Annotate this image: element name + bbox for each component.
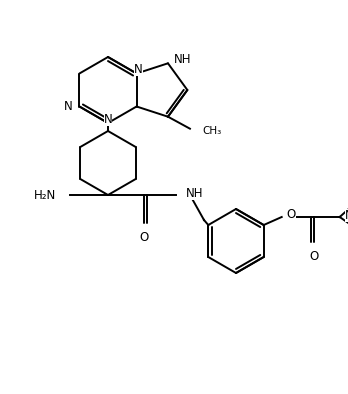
Text: O: O [140,231,149,244]
Text: N: N [345,208,348,221]
Text: O: O [287,208,296,221]
Text: CH₃: CH₃ [202,126,221,136]
Text: NH: NH [186,186,204,199]
Text: H₂N: H₂N [34,188,56,201]
Text: N: N [134,63,143,76]
Text: N: N [64,100,72,113]
Text: NH: NH [174,53,191,66]
Text: O: O [309,250,318,263]
Text: N: N [104,113,112,126]
